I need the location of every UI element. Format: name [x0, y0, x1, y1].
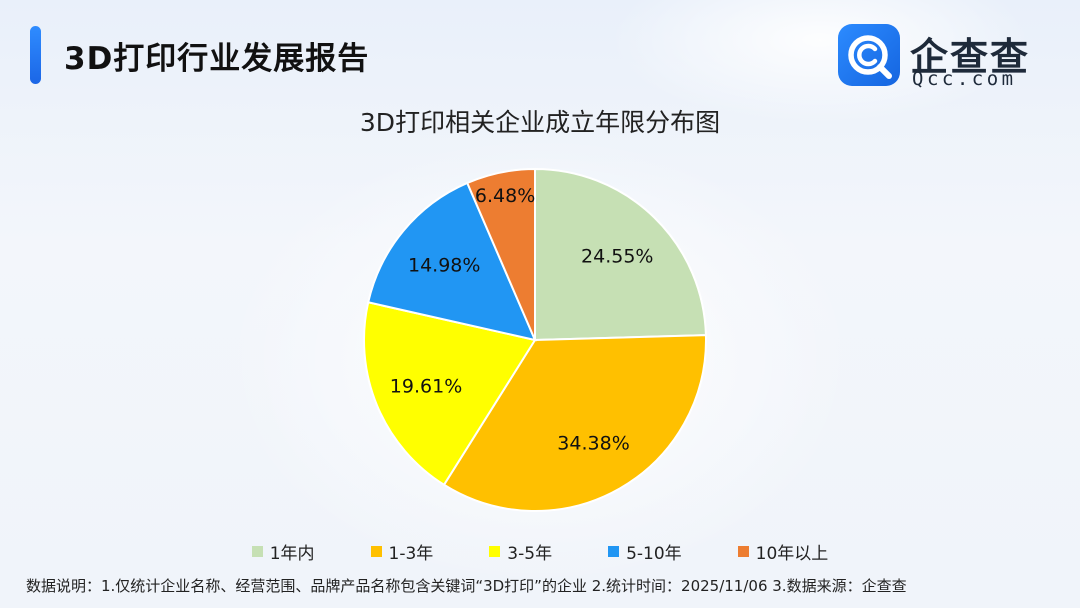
- legend-item-1-year[interactable]: 1年内: [251, 540, 315, 564]
- pie-chart: 24.55% 34.38% 19.61% 14.98% 6.48%: [363, 167, 707, 512]
- legend-label: 10年以上: [755, 543, 829, 564]
- pie-slice-3-5-years[interactable]: [363, 301, 537, 487]
- legend-swatch: [608, 545, 620, 557]
- legend-item-3-5-years[interactable]: 3-5年: [489, 540, 553, 564]
- qcc-logo[interactable]: 企查查 Qcc.com: [838, 24, 1048, 90]
- legend-label: 1年内: [269, 543, 315, 564]
- data-label-5-10-years: 14.98%: [408, 255, 480, 277]
- legend-item-5-10-years[interactable]: 5-10年: [608, 540, 682, 564]
- pie-slice-1-year[interactable]: [534, 167, 707, 342]
- data-footnote: 数据说明：1.仅统计企业名称、经营范围、品牌产品名称包含关键词“3D打印”的企业…: [26, 577, 907, 595]
- legend-swatch: [370, 545, 382, 557]
- pie-slice-1-3-years[interactable]: [442, 334, 707, 512]
- chart-legend: 1年内 1-3年 3-5年 5-10年 10年以上: [0, 540, 1080, 564]
- data-label-10-plus-years: 6.48%: [475, 185, 535, 207]
- legend-item-1-3-years[interactable]: 1-3年: [370, 540, 434, 564]
- legend-swatch: [489, 545, 501, 557]
- legend-item-10-plus-years[interactable]: 10年以上: [737, 540, 829, 564]
- data-label-1-year: 24.55%: [581, 245, 653, 267]
- pie-slice-5-10-years[interactable]: [367, 181, 537, 342]
- pie-slice-10-plus-years[interactable]: [465, 167, 536, 341]
- legend-swatch: [251, 545, 263, 557]
- legend-swatch: [737, 545, 749, 557]
- data-label-3-5-years: 19.61%: [390, 375, 462, 397]
- qcc-logo-icon: [838, 24, 900, 86]
- report-title: 3D打印行业发展报告: [64, 41, 370, 77]
- legend-label: 3-5年: [507, 543, 553, 564]
- data-label-1-3-years: 34.38%: [557, 432, 629, 454]
- chart-title: 3D打印相关企业成立年限分布图: [359, 108, 721, 137]
- logo-wordmark-en: Qcc.com: [912, 68, 1017, 90]
- legend-label: 1-3年: [388, 543, 434, 564]
- title-accent-bar: [30, 26, 41, 84]
- legend-label: 5-10年: [626, 543, 682, 564]
- logo-wordmark-cn: 企查查: [910, 35, 1031, 79]
